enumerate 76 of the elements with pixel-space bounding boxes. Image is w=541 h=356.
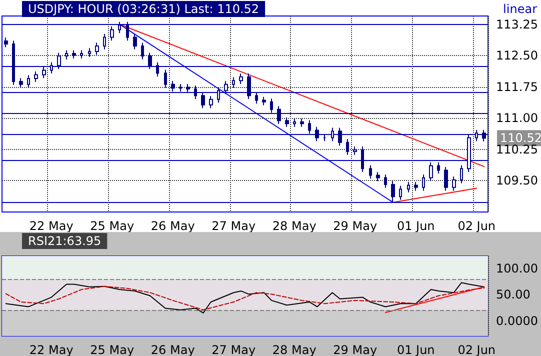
candlestick — [42, 66, 46, 79]
candlestick — [209, 96, 213, 109]
candlestick — [80, 50, 83, 60]
y-tick-label: 109.50 — [496, 174, 538, 188]
candlestick — [232, 76, 235, 88]
candlestick — [460, 164, 463, 184]
candlestick — [247, 73, 251, 100]
candlestick — [391, 180, 395, 203]
candlestick — [179, 83, 182, 92]
candlestick — [437, 162, 440, 174]
y-tick-label: 111.75 — [496, 80, 538, 94]
text: 110.52 — [500, 131, 541, 146]
candlestick — [315, 126, 319, 142]
y-tick-label: 100.00 — [496, 262, 538, 276]
y-tick-label: 112.50 — [496, 48, 538, 63]
candlestick — [467, 134, 471, 172]
candlestick — [27, 74, 30, 88]
candlestick — [12, 40, 15, 86]
candlestick — [201, 92, 205, 109]
candlestick — [482, 129, 486, 142]
candlestick — [346, 138, 349, 156]
chart-title: USDJPY: HOUR (03:26:31) Last: 110.52 — [28, 2, 260, 16]
candlestick — [118, 21, 121, 34]
candlestick — [308, 120, 311, 134]
candlestick — [277, 106, 281, 125]
candlestick — [361, 146, 364, 172]
candlestick — [50, 62, 53, 74]
candlestick — [194, 85, 197, 100]
candlestick — [141, 42, 144, 60]
candlestick — [293, 118, 296, 128]
candlestick — [353, 146, 357, 156]
candlestick — [148, 52, 152, 70]
text: linear — [503, 2, 538, 16]
candlestick — [475, 129, 478, 142]
candlestick — [429, 162, 433, 182]
candlestick — [331, 127, 334, 142]
candlestick — [133, 33, 137, 50]
candlestick — [126, 21, 129, 42]
candlestick — [156, 62, 159, 77]
candlestick — [300, 118, 304, 128]
candlestick — [186, 83, 190, 93]
candlestick — [323, 134, 326, 142]
candlestick — [422, 174, 425, 192]
candlestick — [444, 166, 448, 192]
candlestick — [4, 37, 8, 48]
candlestick — [414, 181, 418, 192]
y-tick-label: 113.25 — [496, 17, 538, 32]
candlestick — [164, 69, 167, 88]
candlestick — [452, 176, 456, 192]
candlestick — [255, 92, 258, 104]
candlestick — [384, 174, 387, 188]
chart-title: RSI21:63.95 — [28, 234, 102, 248]
candlestick — [338, 127, 342, 146]
candlestick — [407, 181, 410, 193]
candlestick — [65, 50, 68, 60]
candlestick — [285, 116, 289, 128]
candlestick — [270, 98, 273, 114]
candlestick — [88, 48, 91, 58]
candlestick — [110, 26, 114, 42]
candlestick — [103, 33, 106, 50]
candlestick — [72, 50, 76, 60]
candlestick — [95, 42, 99, 56]
candlestick — [369, 164, 372, 180]
y-tick-label: 50.00 — [496, 288, 530, 302]
candlestick — [262, 96, 266, 106]
candlestick — [399, 185, 402, 200]
y-tick-label: 111.00 — [496, 111, 538, 126]
candlestick — [217, 86, 220, 104]
candlestick — [239, 73, 243, 84]
candlestick — [57, 52, 61, 70]
candlestick — [376, 171, 380, 182]
y-tick-label: 0.0000 — [496, 314, 538, 328]
candlestick — [19, 78, 23, 88]
candlestick — [171, 80, 175, 92]
candlestick — [34, 70, 38, 82]
candlestick — [224, 80, 228, 94]
